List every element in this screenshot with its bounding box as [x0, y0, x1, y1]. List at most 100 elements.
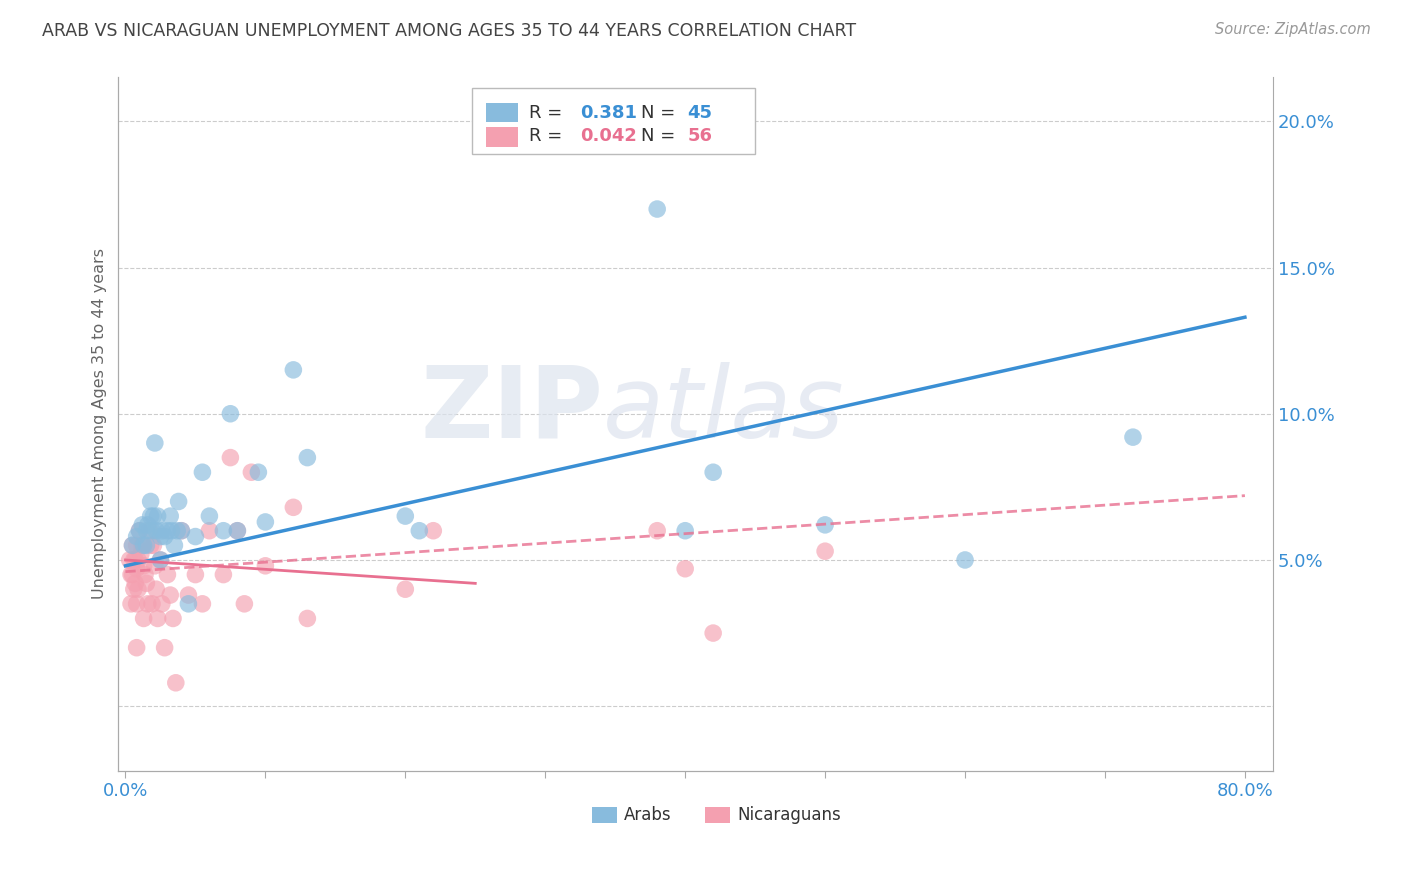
- Point: [167, 494, 190, 508]
- Point: [125, 597, 148, 611]
- Point: [120, 597, 142, 611]
- Point: [153, 530, 176, 544]
- Point: [159, 588, 181, 602]
- Point: [162, 611, 184, 625]
- Text: 56: 56: [688, 128, 713, 145]
- Point: [166, 524, 188, 538]
- Text: 0.381: 0.381: [581, 103, 637, 122]
- Text: Source: ZipAtlas.com: Source: ZipAtlas.com: [1215, 22, 1371, 37]
- Point: [297, 450, 319, 465]
- Point: [254, 515, 277, 529]
- Point: [149, 553, 172, 567]
- Point: [124, 576, 146, 591]
- Point: [645, 524, 668, 538]
- Text: Arabs: Arabs: [624, 805, 672, 824]
- Point: [131, 538, 153, 552]
- Point: [127, 553, 149, 567]
- Point: [170, 524, 193, 538]
- Point: [139, 538, 162, 552]
- FancyBboxPatch shape: [485, 103, 517, 122]
- Point: [141, 597, 163, 611]
- Point: [1122, 430, 1144, 444]
- Point: [135, 538, 157, 552]
- Point: [297, 611, 319, 625]
- Point: [226, 524, 249, 538]
- Point: [673, 562, 696, 576]
- Point: [138, 524, 160, 538]
- Point: [136, 517, 159, 532]
- FancyBboxPatch shape: [485, 128, 517, 147]
- Point: [814, 544, 837, 558]
- Point: [156, 567, 179, 582]
- Point: [422, 524, 444, 538]
- Point: [125, 538, 148, 552]
- Point: [283, 363, 305, 377]
- Point: [128, 524, 150, 538]
- Point: [233, 597, 256, 611]
- Point: [160, 524, 183, 538]
- Point: [129, 547, 152, 561]
- Point: [131, 517, 153, 532]
- Point: [702, 465, 724, 479]
- Point: [145, 582, 167, 597]
- Point: [177, 597, 200, 611]
- Text: 0.042: 0.042: [581, 128, 637, 145]
- Point: [184, 567, 207, 582]
- Point: [198, 524, 221, 538]
- Point: [125, 530, 148, 544]
- Text: ZIP: ZIP: [420, 361, 603, 458]
- Point: [142, 509, 165, 524]
- Point: [219, 407, 242, 421]
- Point: [121, 538, 143, 552]
- Point: [125, 562, 148, 576]
- Text: N =: N =: [641, 103, 682, 122]
- Point: [191, 465, 214, 479]
- FancyBboxPatch shape: [471, 87, 755, 153]
- Point: [219, 450, 242, 465]
- Point: [142, 538, 165, 552]
- Point: [212, 567, 235, 582]
- Point: [159, 509, 181, 524]
- Point: [673, 524, 696, 538]
- Point: [121, 567, 143, 582]
- Point: [814, 517, 837, 532]
- Text: atlas: atlas: [603, 361, 845, 458]
- Point: [226, 524, 249, 538]
- Point: [149, 530, 172, 544]
- Point: [139, 509, 162, 524]
- Point: [283, 500, 305, 515]
- Text: N =: N =: [641, 128, 682, 145]
- Point: [394, 582, 416, 597]
- Point: [135, 576, 157, 591]
- Point: [645, 202, 668, 216]
- Point: [134, 567, 156, 582]
- Point: [212, 524, 235, 538]
- Point: [165, 675, 187, 690]
- Point: [150, 597, 173, 611]
- Point: [135, 524, 157, 538]
- Point: [124, 553, 146, 567]
- Point: [394, 509, 416, 524]
- Point: [128, 524, 150, 538]
- Point: [141, 524, 163, 538]
- FancyBboxPatch shape: [704, 807, 730, 822]
- Point: [198, 509, 221, 524]
- Point: [145, 524, 167, 538]
- Point: [247, 465, 270, 479]
- Point: [122, 553, 145, 567]
- Point: [146, 611, 169, 625]
- Point: [143, 558, 166, 573]
- Text: ARAB VS NICARAGUAN UNEMPLOYMENT AMONG AGES 35 TO 44 YEARS CORRELATION CHART: ARAB VS NICARAGUAN UNEMPLOYMENT AMONG AG…: [42, 22, 856, 40]
- Point: [702, 626, 724, 640]
- Y-axis label: Unemployment Among Ages 35 to 44 years: Unemployment Among Ages 35 to 44 years: [93, 249, 107, 599]
- Point: [953, 553, 976, 567]
- Point: [121, 538, 143, 552]
- Point: [125, 640, 148, 655]
- Point: [132, 611, 155, 625]
- Point: [132, 558, 155, 573]
- Point: [163, 538, 186, 552]
- Point: [191, 597, 214, 611]
- Point: [153, 640, 176, 655]
- Point: [118, 553, 141, 567]
- Point: [149, 553, 172, 567]
